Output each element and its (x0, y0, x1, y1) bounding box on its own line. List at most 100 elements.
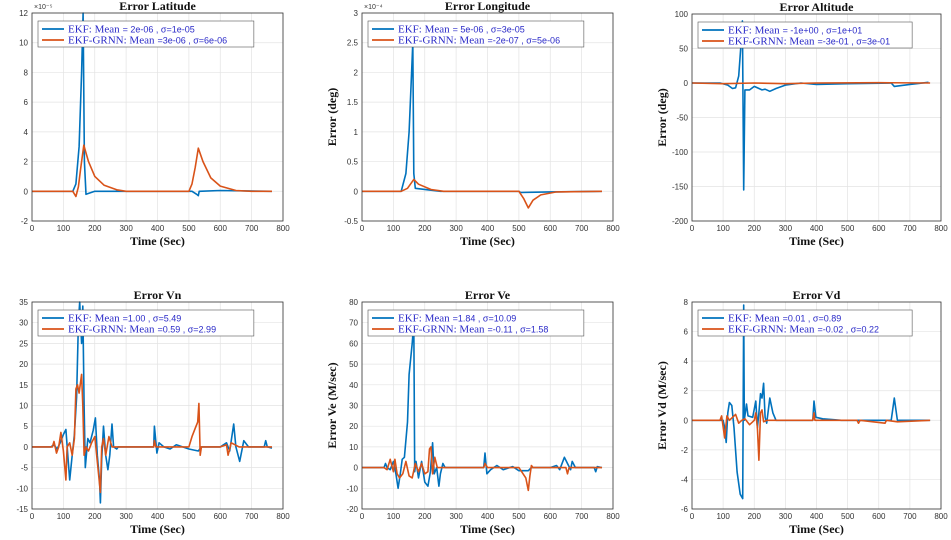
legend-series-name: EKF: Mean (398, 24, 450, 36)
axes-frame (361, 12, 614, 222)
y-tick-label: -0.5 (344, 217, 358, 226)
series-line-ekf-grnn (362, 178, 603, 209)
subplot-2: 0 100 200 300 400 500 600 700 800-0.500.511.522.… (325, 0, 620, 248)
series-line-ekf-grnn (362, 446, 602, 492)
x-axis-label: Time (Sec) (130, 522, 185, 536)
x-tick-label: 500 (841, 224, 855, 233)
x-tick-label: 100 (57, 512, 71, 521)
legend-series-name: EKF-GRNN: Mean (728, 324, 815, 336)
y-tick-label: -2 (21, 217, 29, 226)
y-tick-label: 0 (354, 187, 359, 196)
x-tick-label: 400 (151, 512, 165, 521)
y-tick-label: 35 (19, 298, 28, 307)
x-tick-label: 400 (151, 224, 165, 233)
legend-entry: EKF-GRNN: Mean =-3e-01 , σ=3e-01 (728, 36, 890, 48)
x-tick-label: 100 (387, 224, 401, 233)
legend-series-stats: = 5e-06 , σ=3e-05 (453, 25, 525, 35)
axes-frame (691, 301, 942, 510)
x-tick-label: 200 (88, 512, 102, 521)
y-tick-label: 2 (354, 68, 359, 77)
series-line-ekf (692, 304, 931, 500)
x-tick-label: 700 (245, 224, 259, 233)
x-tick-label: 600 (544, 512, 558, 521)
legend-box (697, 21, 913, 49)
legend-box (367, 20, 585, 48)
y-tick-label: 50 (679, 45, 688, 54)
y-tick-label: 20 (19, 360, 28, 369)
x-tick-label: 100 (716, 512, 730, 521)
x-tick-label: 600 (544, 224, 558, 233)
x-tick-label: 300 (779, 224, 793, 233)
x-tick-label: 800 (934, 224, 948, 233)
y-tick-label: 15 (19, 381, 28, 390)
x-tick-label: 200 (418, 512, 432, 521)
x-tick-label: 600 (214, 224, 228, 233)
legend-series-name: EKF: Mean (68, 313, 120, 325)
y-tick-label: 10 (349, 443, 358, 452)
y-tick-label: 0 (354, 464, 359, 473)
x-tick-label: 700 (575, 224, 589, 233)
axes-frame (361, 301, 614, 510)
legend-series-stats: =3e-06 , σ=6e-06 (157, 36, 227, 46)
y-tick-label: 2 (684, 387, 689, 396)
x-tick-label: 600 (872, 224, 886, 233)
axes-frame (31, 12, 284, 222)
subplot-1: 0 100 200 300 400 500 600 700 800-2024681012Erro… (19, 0, 290, 248)
y-tick-label: -5 (21, 464, 29, 473)
x-tick-label: 300 (449, 224, 463, 233)
x-tick-label: 400 (481, 512, 495, 521)
y-tick-label: 8 (24, 68, 29, 77)
y-tick-label: 60 (349, 339, 358, 348)
y-exponent-label: ×10⁻⁵ (34, 4, 53, 11)
y-tick-label: 0 (684, 79, 689, 88)
legend-box (37, 20, 255, 48)
legend-entry: EKF-GRNN: Mean =-0.02 , σ=0.22 (728, 324, 879, 336)
legend-series-name: EKF-GRNN: Mean (398, 324, 485, 336)
legend-series-stats: =-2e-07 , σ=5e-06 (487, 36, 560, 46)
legend-box (367, 309, 585, 337)
y-tick-label: 1.5 (347, 98, 359, 107)
y-tick-label: 70 (349, 319, 358, 328)
y-tick-label: 10 (19, 39, 28, 48)
x-tick-label: 400 (810, 224, 824, 233)
legend-series-stats: =0.59 , σ=2.99 (157, 325, 216, 335)
y-tick-label: -2 (681, 446, 689, 455)
legend-series-name: EKF: Mean (68, 24, 120, 36)
x-tick-label: 100 (57, 224, 71, 233)
y-tick-label: 80 (349, 298, 358, 307)
y-axis-label: Error (deg) (655, 88, 669, 147)
x-tick-label: 600 (872, 512, 886, 521)
y-tick-label: 100 (675, 10, 689, 19)
legend-series-stats: =1.00 , σ=5.49 (123, 314, 182, 324)
y-tick-label: 8 (684, 298, 689, 307)
legend-series-name: EKF-GRNN: Mean (68, 324, 155, 336)
y-tick-label: 10 (19, 402, 28, 411)
x-tick-label: 600 (214, 512, 228, 521)
x-tick-label: 800 (606, 512, 620, 521)
x-tick-label: 200 (748, 512, 762, 521)
y-tick-label: 6 (684, 328, 689, 337)
y-tick-label: 0.5 (347, 158, 359, 167)
legend-box (697, 309, 913, 337)
series-line-ekf (32, 12, 273, 197)
x-axis-label: Time (Sec) (460, 522, 515, 536)
legend-entry: EKF: Mean =1.00 , σ=5.49 (68, 313, 181, 325)
y-tick-label: 50 (349, 360, 358, 369)
legend-entry: EKF: Mean = 2e-06 , σ=1e-05 (68, 24, 195, 36)
y-tick-label: 0 (24, 187, 29, 196)
chart-title: Error Latitude (119, 0, 196, 13)
x-tick-label: 0 (360, 224, 365, 233)
chart-title: Error Longitude (445, 0, 531, 13)
subplot-6: 0 100 200 300 400 500 600 700 800 -6 -4 -2 0 2 4 6 8 Erro… (655, 288, 948, 536)
y-tick-label: 1 (354, 128, 359, 137)
y-tick-label: -15 (16, 505, 28, 514)
legend-entry: EKF: Mean =0.01 , σ=0.89 (728, 313, 841, 325)
y-axis-label: Error Vd (M/sec) (655, 361, 669, 450)
x-tick-label: 300 (779, 512, 793, 521)
x-tick-label: 300 (119, 224, 133, 233)
chart-title: Error Ve (465, 288, 511, 302)
y-tick-label: 30 (19, 319, 28, 328)
